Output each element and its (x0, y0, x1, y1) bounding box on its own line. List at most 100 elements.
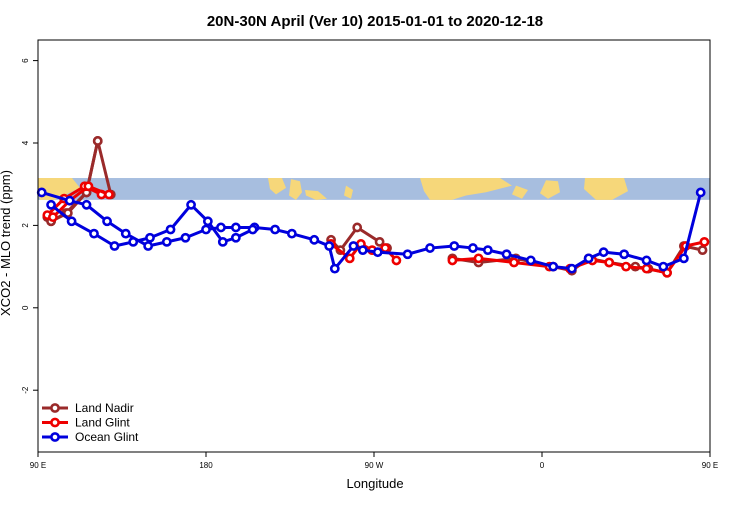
data-point (344, 253, 355, 264)
data-point (348, 241, 359, 251)
data-point (217, 236, 228, 247)
data-point (216, 222, 226, 233)
series-line (51, 184, 110, 219)
legend-swatch-marker (50, 403, 60, 413)
data-point (468, 243, 478, 253)
y-tick-label: 0 (21, 305, 30, 310)
x-tick-label: 90 E (30, 461, 46, 470)
data-point (583, 253, 594, 264)
data-point (36, 187, 47, 198)
series-ocean-glint (36, 187, 706, 274)
data-point (372, 247, 383, 258)
data-point (145, 232, 155, 243)
data-point (425, 243, 435, 253)
data-point (66, 216, 77, 227)
data-point (566, 263, 577, 274)
data-point (449, 241, 460, 251)
data-point (402, 249, 413, 260)
data-point (247, 224, 258, 235)
legend-label: Land Nadir (75, 401, 134, 415)
data-point (230, 222, 241, 233)
data-point (230, 232, 241, 243)
world-map-band (38, 178, 710, 200)
data-point (374, 236, 385, 247)
x-axis-label: Longitude (346, 476, 403, 491)
legend-item: Land Glint (42, 416, 130, 430)
data-point (658, 261, 669, 272)
data-point (83, 181, 94, 192)
data-point (352, 222, 363, 233)
data-point (180, 232, 191, 243)
map-land (584, 178, 628, 200)
legend-item: Land Nadir (42, 401, 134, 415)
y-tick-label: 4 (21, 140, 30, 145)
data-point (391, 255, 402, 266)
data-point (128, 236, 139, 247)
legend-item: Ocean Glint (42, 430, 139, 444)
data-point (380, 243, 391, 253)
y-axis-label: XCO2 - MLO trend (ppm) (0, 170, 13, 316)
map-land (268, 178, 286, 195)
data-point (619, 249, 630, 260)
data-point (102, 216, 112, 227)
data-point (161, 236, 172, 247)
data-point (81, 199, 92, 210)
y-tick-label: 6 (21, 58, 30, 63)
data-point (621, 261, 631, 272)
data-point (695, 187, 706, 198)
data-point (89, 228, 99, 239)
data-point (286, 228, 297, 239)
x-tick-label: 0 (540, 461, 545, 470)
data-point (48, 212, 58, 223)
data-point (678, 253, 689, 264)
legend-label: Ocean Glint (75, 430, 139, 444)
data-point (604, 257, 615, 268)
legend-swatch-marker (50, 432, 60, 442)
y-tick-label: 2 (21, 223, 30, 228)
map-land (305, 190, 327, 200)
data-point (309, 234, 320, 245)
data-point (482, 245, 493, 256)
data-point (201, 224, 211, 235)
data-point (109, 241, 120, 251)
data-point (270, 224, 280, 235)
chart-title: 20N-30N April (Ver 10) 2015-01-01 to 202… (207, 13, 543, 30)
data-point (104, 189, 114, 200)
data-point (473, 253, 484, 264)
data-point (357, 245, 368, 256)
data-point (641, 263, 652, 274)
legend-label: Land Glint (75, 416, 130, 430)
x-tick-label: 180 (199, 461, 213, 470)
data-point (501, 249, 512, 260)
data-point (120, 228, 131, 239)
data-point (329, 263, 340, 274)
data-point (165, 224, 176, 235)
x-tick-label: 90 E (702, 461, 718, 470)
map-land (420, 178, 512, 200)
data-point (92, 136, 103, 146)
data-point (598, 247, 609, 258)
x-tick-label: 90 W (365, 461, 384, 470)
map-land (289, 179, 302, 200)
y-tick-label: -2 (21, 386, 30, 394)
map-land (540, 180, 560, 199)
series-line (41, 191, 703, 271)
data-point (447, 255, 458, 266)
axis-layer: 90 E 180 90 W 0 90 E 6 4 2 0 -2 (21, 39, 718, 470)
series-layer (36, 136, 710, 278)
data-point (699, 236, 710, 247)
data-point (186, 199, 196, 210)
data-point (64, 195, 75, 206)
series-line (452, 240, 705, 275)
data-point (697, 245, 708, 256)
map-land (512, 185, 528, 199)
data-point (509, 257, 519, 268)
legend-swatch-marker (50, 417, 60, 428)
map-land (344, 185, 353, 199)
data-point (46, 199, 56, 210)
data-point (641, 255, 652, 266)
data-point (143, 241, 154, 251)
data-point (324, 241, 335, 251)
